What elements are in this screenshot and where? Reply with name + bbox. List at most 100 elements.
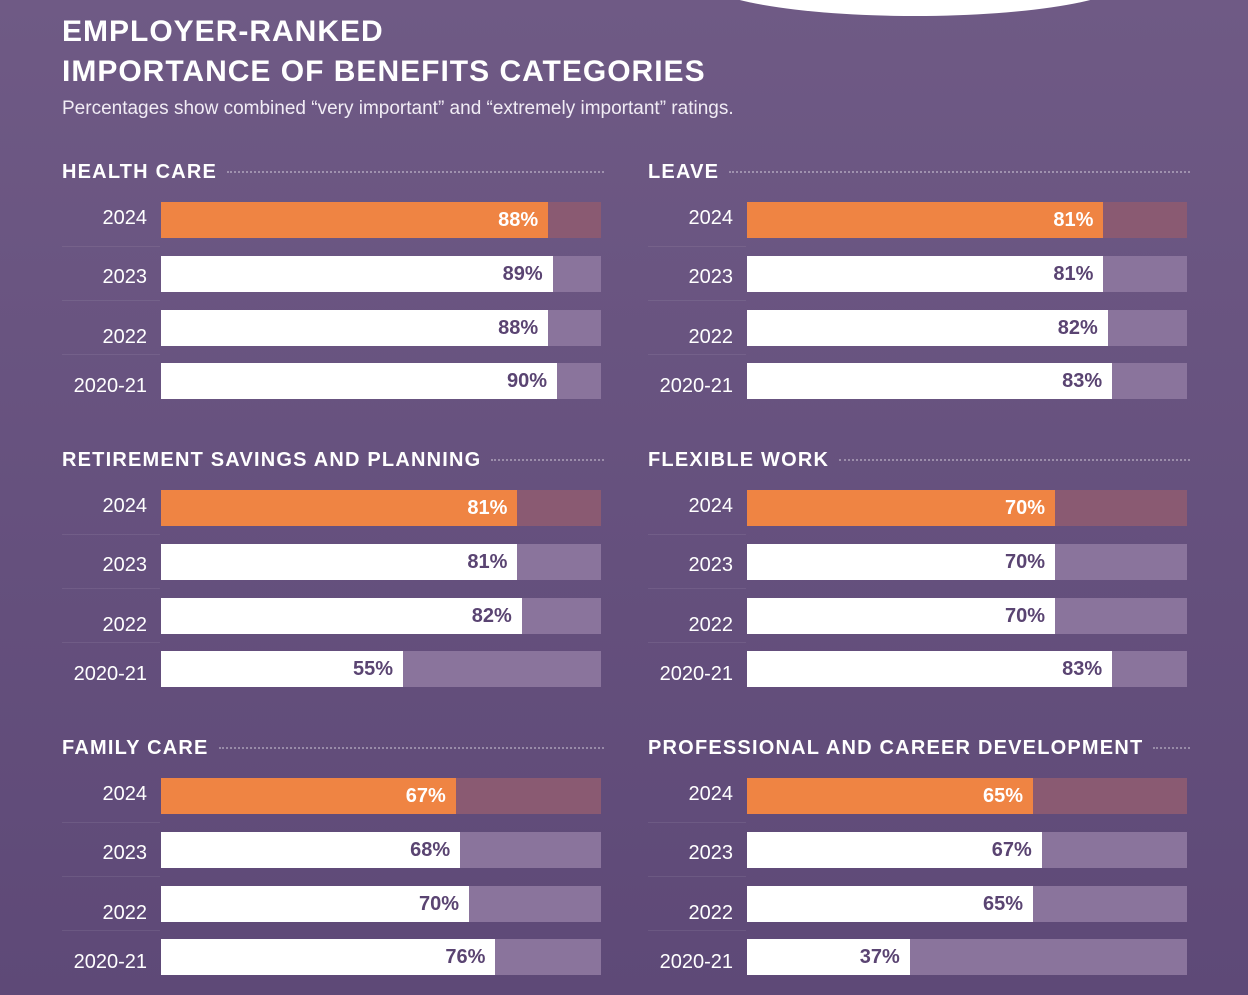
bar-row: 2023 89%	[62, 256, 604, 292]
bar-row: 2023 81%	[648, 256, 1190, 292]
year-label: 2024	[688, 495, 734, 517]
panel-flexible-work: FLEXIBLE WORK 2024 70% 2023 70% 2022 70% 2020-2…	[648, 448, 1190, 693]
year-label: 2022	[688, 614, 734, 636]
bar-row: 2023 67%	[648, 832, 1190, 868]
bar	[161, 832, 461, 868]
data-label: 70%	[418, 893, 459, 915]
bar-track: 37%	[747, 939, 1187, 975]
data-label: 88%	[498, 209, 539, 231]
year-label: 2023	[102, 266, 148, 288]
row-divider	[648, 300, 746, 301]
bar-row: 2020-21 76%	[62, 939, 604, 975]
row-divider	[62, 300, 160, 301]
year-label: 2020-21	[73, 663, 147, 685]
bar-row: 2024 70%	[648, 490, 1190, 526]
data-label: 83%	[1062, 370, 1103, 392]
data-label: 90%	[506, 370, 547, 392]
bar-row: 2024 67%	[62, 778, 604, 814]
data-label: 81%	[467, 551, 508, 573]
panel-leave: LEAVE 2024 81% 2023 81% 2022 82% 2020-21 83%	[648, 160, 1190, 405]
panel-retirement-savings-and-planning: RETIREMENT SAVINGS AND PLANNING 2024 81% 20…	[62, 448, 604, 693]
data-label: 70%	[1004, 605, 1045, 627]
bar	[747, 544, 1055, 580]
panel-health-care: HEALTH CARE 2024 88% 2023 89% 2022 88% 2020-21 9…	[62, 160, 604, 405]
year-label: 2020-21	[73, 375, 147, 397]
dotted-rule	[218, 747, 604, 749]
year-label: 2023	[688, 842, 734, 864]
bar-row: 2023 70%	[648, 544, 1190, 580]
bar-row: 2022 70%	[62, 886, 604, 924]
row-divider	[648, 930, 746, 931]
bar	[161, 651, 403, 687]
row-divider	[648, 354, 746, 355]
bar-track: 88%	[161, 202, 601, 238]
bar-track: 70%	[747, 544, 1187, 580]
bar-track: 67%	[161, 778, 601, 814]
year-label: 2022	[102, 902, 148, 924]
bar-row: 2020-21 90%	[62, 363, 604, 399]
panel-header: PROFESSIONAL AND CAREER DEVELOPMENT	[648, 736, 1190, 760]
year-label: 2023	[102, 554, 148, 576]
panel-header: HEALTH CARE	[62, 160, 604, 184]
panel-header: FAMILY CARE	[62, 736, 604, 760]
bar	[747, 490, 1055, 526]
bar-row: 2022 82%	[648, 310, 1190, 348]
dotted-rule	[729, 171, 1190, 173]
row-divider	[62, 876, 160, 877]
data-label: 65%	[982, 893, 1023, 915]
data-label: 70%	[1004, 497, 1045, 519]
data-label: 76%	[445, 946, 486, 968]
data-label: 82%	[471, 605, 512, 627]
bar-row: 2020-21 83%	[648, 363, 1190, 399]
panel-header: LEAVE	[648, 160, 1190, 184]
data-label: 81%	[1053, 209, 1094, 231]
row-divider	[62, 930, 160, 931]
bar-track: 70%	[161, 886, 601, 922]
bar-row: 2020-21 37%	[648, 939, 1190, 975]
bar	[747, 310, 1108, 346]
data-label: 65%	[982, 785, 1023, 807]
bar-row: 2024 88%	[62, 202, 604, 238]
row-divider	[62, 534, 160, 535]
year-label: 2020-21	[659, 375, 733, 397]
chart-title: EMPLOYER-RANKED IMPORTANCE OF BENEFITS C…	[62, 12, 706, 92]
bar-track: 82%	[161, 598, 601, 634]
bar-track: 81%	[161, 544, 601, 580]
panel-title: FLEXIBLE WORK	[648, 448, 830, 471]
year-label: 2020-21	[73, 951, 147, 973]
data-label: 88%	[498, 317, 539, 339]
row-divider	[648, 534, 746, 535]
year-label: 2024	[102, 783, 148, 805]
bar-row: 2024 65%	[648, 778, 1190, 814]
bar	[747, 886, 1033, 922]
bar-track: 90%	[161, 363, 601, 399]
bar-track: 83%	[747, 363, 1187, 399]
panel-family-care: FAMILY CARE 2024 67% 2023 68% 2022 70% 2020-21 7…	[62, 736, 604, 981]
row-divider	[648, 246, 746, 247]
bar-track: 88%	[161, 310, 601, 346]
data-label: 81%	[467, 497, 508, 519]
year-label: 2020-21	[659, 663, 733, 685]
year-label: 2023	[688, 266, 734, 288]
bar	[747, 256, 1104, 292]
bar-row: 2020-21 55%	[62, 651, 604, 687]
bar-track: 82%	[747, 310, 1187, 346]
row-divider	[648, 822, 746, 823]
bar-track: 70%	[747, 490, 1187, 526]
dotted-rule	[839, 459, 1190, 461]
row-divider	[62, 642, 160, 643]
bar	[161, 256, 553, 292]
data-label: 67%	[991, 839, 1032, 861]
data-label: 89%	[502, 263, 543, 285]
panel-title: FAMILY CARE	[62, 736, 209, 759]
bar	[747, 832, 1042, 868]
bar-row: 2022 70%	[648, 598, 1190, 636]
bar	[747, 778, 1033, 814]
bar-track: 55%	[161, 651, 601, 687]
row-divider	[62, 354, 160, 355]
year-label: 2022	[102, 614, 148, 636]
bar	[161, 598, 522, 634]
year-label: 2022	[688, 902, 734, 924]
panel-title: RETIREMENT SAVINGS AND PLANNING	[62, 448, 482, 471]
dotted-rule	[491, 459, 604, 461]
